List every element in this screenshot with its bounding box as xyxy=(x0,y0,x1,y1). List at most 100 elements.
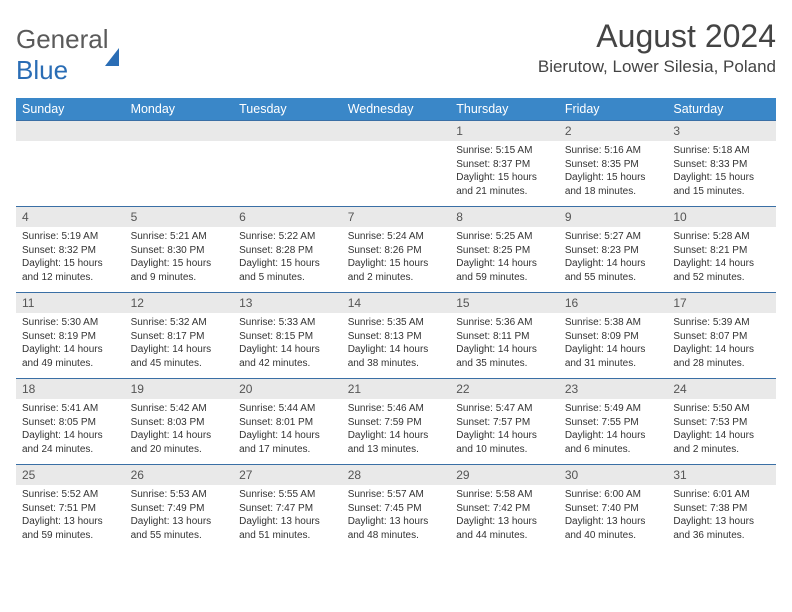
day-number: 2 xyxy=(559,121,668,141)
day-cell xyxy=(125,121,234,207)
day-number: 29 xyxy=(450,465,559,485)
daylight-line: Daylight: 13 hours and 44 minutes. xyxy=(456,515,553,542)
sunrise-line: Sunrise: 5:57 AM xyxy=(348,488,445,502)
sunrise-line: Sunrise: 5:38 AM xyxy=(565,316,662,330)
day-number: 6 xyxy=(233,207,342,227)
sunset-line: Sunset: 8:09 PM xyxy=(565,330,662,344)
week-row: 1Sunrise: 5:15 AMSunset: 8:37 PMDaylight… xyxy=(16,121,776,207)
sunrise-line: Sunrise: 5:21 AM xyxy=(131,230,228,244)
daylight-line: Daylight: 14 hours and 59 minutes. xyxy=(456,257,553,284)
daylight-line: Daylight: 15 hours and 9 minutes. xyxy=(131,257,228,284)
dow-header: Wednesday xyxy=(342,98,451,121)
day-cell: 5Sunrise: 5:21 AMSunset: 8:30 PMDaylight… xyxy=(125,207,234,293)
month-title: August 2024 xyxy=(538,18,776,55)
daylight-line: Daylight: 14 hours and 35 minutes. xyxy=(456,343,553,370)
daylight-line: Daylight: 15 hours and 12 minutes. xyxy=(22,257,119,284)
dow-header: Sunday xyxy=(16,98,125,121)
day-body: Sunrise: 6:01 AMSunset: 7:38 PMDaylight:… xyxy=(667,485,776,546)
day-cell: 8Sunrise: 5:25 AMSunset: 8:25 PMDaylight… xyxy=(450,207,559,293)
day-body: Sunrise: 5:49 AMSunset: 7:55 PMDaylight:… xyxy=(559,399,668,460)
day-cell: 29Sunrise: 5:58 AMSunset: 7:42 PMDayligh… xyxy=(450,465,559,551)
day-number: 11 xyxy=(16,293,125,313)
sunrise-line: Sunrise: 5:39 AM xyxy=(673,316,770,330)
day-cell xyxy=(16,121,125,207)
day-body: Sunrise: 5:25 AMSunset: 8:25 PMDaylight:… xyxy=(450,227,559,288)
sunrise-line: Sunrise: 5:28 AM xyxy=(673,230,770,244)
day-number: 5 xyxy=(125,207,234,227)
day-cell: 6Sunrise: 5:22 AMSunset: 8:28 PMDaylight… xyxy=(233,207,342,293)
day-cell: 31Sunrise: 6:01 AMSunset: 7:38 PMDayligh… xyxy=(667,465,776,551)
daylight-line: Daylight: 14 hours and 13 minutes. xyxy=(348,429,445,456)
day-body: Sunrise: 5:35 AMSunset: 8:13 PMDaylight:… xyxy=(342,313,451,374)
day-number: 30 xyxy=(559,465,668,485)
day-number: 19 xyxy=(125,379,234,399)
sunrise-line: Sunrise: 5:52 AM xyxy=(22,488,119,502)
sunrise-line: Sunrise: 5:53 AM xyxy=(131,488,228,502)
day-body: Sunrise: 5:21 AMSunset: 8:30 PMDaylight:… xyxy=(125,227,234,288)
dow-header: Saturday xyxy=(667,98,776,121)
sunset-line: Sunset: 8:05 PM xyxy=(22,416,119,430)
day-number: 21 xyxy=(342,379,451,399)
day-cell xyxy=(233,121,342,207)
sunrise-line: Sunrise: 5:16 AM xyxy=(565,144,662,158)
daylight-line: Daylight: 15 hours and 15 minutes. xyxy=(673,171,770,198)
dow-header: Monday xyxy=(125,98,234,121)
sunrise-line: Sunrise: 5:32 AM xyxy=(131,316,228,330)
logo-text: General Blue xyxy=(16,24,119,86)
sunset-line: Sunset: 8:17 PM xyxy=(131,330,228,344)
sunrise-line: Sunrise: 5:55 AM xyxy=(239,488,336,502)
day-body: Sunrise: 5:19 AMSunset: 8:32 PMDaylight:… xyxy=(16,227,125,288)
daylight-line: Daylight: 14 hours and 10 minutes. xyxy=(456,429,553,456)
daylight-line: Daylight: 15 hours and 21 minutes. xyxy=(456,171,553,198)
sunset-line: Sunset: 8:26 PM xyxy=(348,244,445,258)
sunrise-line: Sunrise: 5:25 AM xyxy=(456,230,553,244)
sunrise-line: Sunrise: 5:46 AM xyxy=(348,402,445,416)
sunrise-line: Sunrise: 5:58 AM xyxy=(456,488,553,502)
logo: General Blue xyxy=(16,24,119,86)
sunset-line: Sunset: 8:13 PM xyxy=(348,330,445,344)
calendar-page: General Blue August 2024 Bierutow, Lower… xyxy=(0,0,792,563)
day-body: Sunrise: 5:47 AMSunset: 7:57 PMDaylight:… xyxy=(450,399,559,460)
day-cell: 14Sunrise: 5:35 AMSunset: 8:13 PMDayligh… xyxy=(342,293,451,379)
day-body: Sunrise: 5:18 AMSunset: 8:33 PMDaylight:… xyxy=(667,141,776,202)
day-cell: 16Sunrise: 5:38 AMSunset: 8:09 PMDayligh… xyxy=(559,293,668,379)
day-body: Sunrise: 5:38 AMSunset: 8:09 PMDaylight:… xyxy=(559,313,668,374)
location-label: Bierutow, Lower Silesia, Poland xyxy=(538,57,776,77)
day-cell: 21Sunrise: 5:46 AMSunset: 7:59 PMDayligh… xyxy=(342,379,451,465)
day-number: 17 xyxy=(667,293,776,313)
day-cell: 20Sunrise: 5:44 AMSunset: 8:01 PMDayligh… xyxy=(233,379,342,465)
day-cell: 19Sunrise: 5:42 AMSunset: 8:03 PMDayligh… xyxy=(125,379,234,465)
week-row: 25Sunrise: 5:52 AMSunset: 7:51 PMDayligh… xyxy=(16,465,776,551)
sunrise-line: Sunrise: 5:24 AM xyxy=(348,230,445,244)
day-cell: 11Sunrise: 5:30 AMSunset: 8:19 PMDayligh… xyxy=(16,293,125,379)
day-cell: 15Sunrise: 5:36 AMSunset: 8:11 PMDayligh… xyxy=(450,293,559,379)
day-body: Sunrise: 5:22 AMSunset: 8:28 PMDaylight:… xyxy=(233,227,342,288)
daylight-line: Daylight: 14 hours and 45 minutes. xyxy=(131,343,228,370)
sunset-line: Sunset: 7:47 PM xyxy=(239,502,336,516)
day-number-empty xyxy=(125,121,234,141)
daylight-line: Daylight: 14 hours and 28 minutes. xyxy=(673,343,770,370)
dow-header: Tuesday xyxy=(233,98,342,121)
day-cell: 22Sunrise: 5:47 AMSunset: 7:57 PMDayligh… xyxy=(450,379,559,465)
day-cell: 26Sunrise: 5:53 AMSunset: 7:49 PMDayligh… xyxy=(125,465,234,551)
daylight-line: Daylight: 14 hours and 52 minutes. xyxy=(673,257,770,284)
title-area: August 2024 Bierutow, Lower Silesia, Pol… xyxy=(538,18,776,77)
logo-triangle-icon xyxy=(105,18,119,66)
week-row: 18Sunrise: 5:41 AMSunset: 8:05 PMDayligh… xyxy=(16,379,776,465)
sunrise-line: Sunrise: 5:41 AM xyxy=(22,402,119,416)
sunrise-line: Sunrise: 5:44 AM xyxy=(239,402,336,416)
sunset-line: Sunset: 8:03 PM xyxy=(131,416,228,430)
sunset-line: Sunset: 7:57 PM xyxy=(456,416,553,430)
sunrise-line: Sunrise: 5:18 AM xyxy=(673,144,770,158)
daylight-line: Daylight: 13 hours and 59 minutes. xyxy=(22,515,119,542)
daylight-line: Daylight: 14 hours and 38 minutes. xyxy=(348,343,445,370)
day-number: 23 xyxy=(559,379,668,399)
calendar-table: SundayMondayTuesdayWednesdayThursdayFrid… xyxy=(16,98,776,551)
day-cell: 12Sunrise: 5:32 AMSunset: 8:17 PMDayligh… xyxy=(125,293,234,379)
day-cell: 18Sunrise: 5:41 AMSunset: 8:05 PMDayligh… xyxy=(16,379,125,465)
day-body: Sunrise: 5:44 AMSunset: 8:01 PMDaylight:… xyxy=(233,399,342,460)
day-body: Sunrise: 5:27 AMSunset: 8:23 PMDaylight:… xyxy=(559,227,668,288)
day-number: 1 xyxy=(450,121,559,141)
sunset-line: Sunset: 8:33 PM xyxy=(673,158,770,172)
day-number-empty xyxy=(16,121,125,141)
